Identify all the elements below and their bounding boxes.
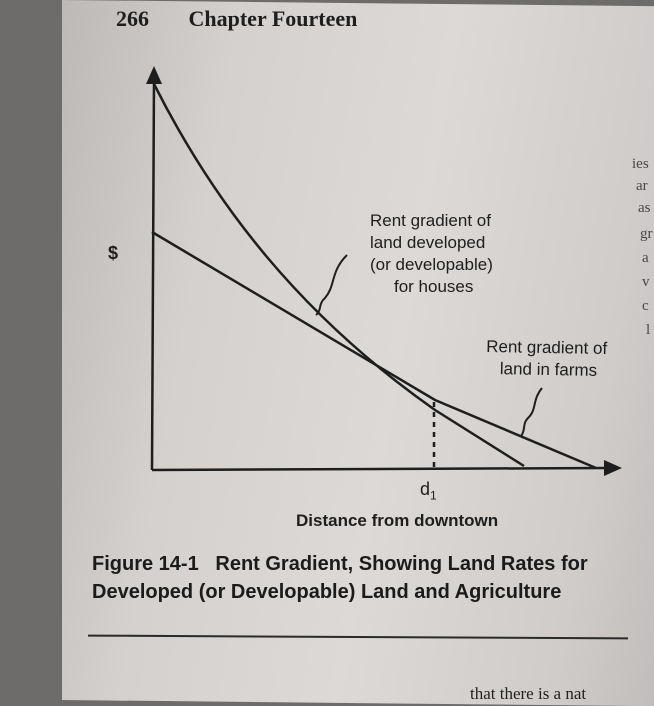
y-axis: [150, 77, 156, 471]
houses-label-line-1: Rent gradient of: [370, 211, 491, 230]
figure-caption-text: Rent Gradient, Showing Land Rates for De…: [92, 553, 588, 603]
distance-marker-sub: 1: [430, 488, 437, 503]
margin-bleed-4: gr: [640, 226, 653, 242]
page-number: 266: [116, 6, 149, 31]
x-axis-arrowhead: [604, 460, 622, 476]
farms-label-leader: [520, 387, 543, 437]
bottom-text-bleed: that there is a nat: [470, 684, 587, 703]
margin-bleed-1: ies: [632, 156, 649, 172]
page-header: 266 Chapter Fourteen: [116, 6, 357, 32]
houses-label-line-2: land developed: [370, 233, 486, 252]
margin-bleed-8: l: [646, 322, 651, 338]
y-axis-label: $: [108, 243, 119, 263]
houses-label-line-3: (or developable): [370, 255, 493, 274]
houses-label-line-4: for houses: [394, 277, 474, 296]
farms-curve-label: Rent gradient of land in farms: [486, 336, 608, 382]
x-axis: [151, 466, 609, 472]
farms-label-line-1: Rent gradient of: [486, 336, 608, 359]
houses-curve-label: Rent gradient of land developed (or deve…: [370, 210, 493, 298]
distance-marker-letter: d: [420, 479, 431, 499]
chapter-title: Chapter Fourteen: [188, 6, 358, 31]
farms-rent-curve: [151, 230, 597, 470]
figure-caption: Figure 14-1 Rent Gradient, Showing Land …: [92, 550, 632, 606]
figure-number: Figure 14-1: [92, 553, 199, 575]
margin-bleed-3: as: [638, 200, 651, 216]
houses-label-leader: [315, 254, 348, 316]
houses-rent-curve: [152, 83, 525, 468]
distance-marker: d1: [420, 479, 437, 503]
farms-label-line-2: land in farms: [499, 359, 598, 380]
y-axis-arrowhead: [146, 66, 162, 84]
margin-bleed-5: a: [642, 250, 649, 266]
margin-bleed-2: ar: [636, 178, 648, 194]
margin-bleed-7: c: [642, 298, 649, 314]
x-axis-label: Distance from downtown: [296, 511, 499, 530]
margin-bleed-6: v: [642, 274, 650, 290]
